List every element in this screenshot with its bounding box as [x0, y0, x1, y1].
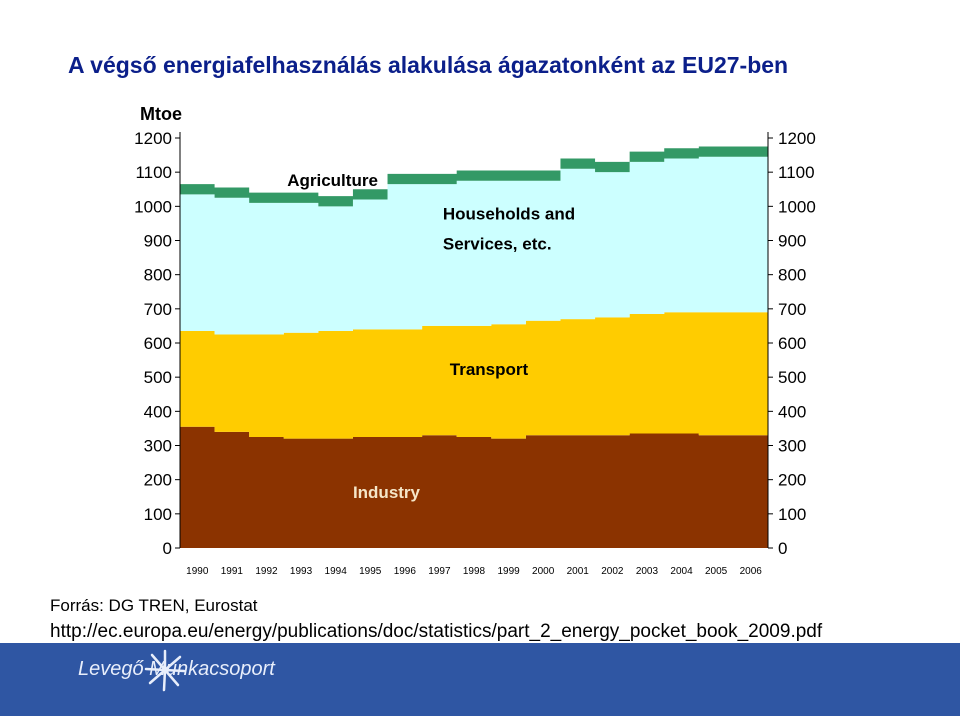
right-tick-label: 400	[778, 402, 806, 421]
x-tick-label: 2004	[670, 566, 693, 577]
x-tick-label: 1998	[463, 566, 486, 577]
x-tick-label: 2000	[532, 566, 555, 577]
x-tick-label: 2001	[567, 566, 590, 577]
right-tick-label: 0	[778, 539, 787, 558]
left-tick-label: 800	[144, 266, 172, 285]
left-tick-label: 1100	[135, 163, 172, 182]
x-tick-label: 1997	[428, 566, 451, 577]
right-tick-label: 900	[778, 232, 806, 251]
right-tick-label: 300	[778, 437, 806, 456]
left-tick-label: 300	[144, 437, 172, 456]
x-tick-label: 1993	[290, 566, 313, 577]
right-tick-label: 200	[778, 471, 806, 490]
x-tick-label: 1995	[359, 566, 382, 577]
x-tick-label: 1990	[186, 566, 209, 577]
x-axis: 1990 1991 1992 1993 1994 1995 1996 1997 1998 1999…	[186, 566, 762, 577]
area-industry	[180, 426, 768, 548]
footer-bar	[0, 643, 960, 716]
right-tick-label: 700	[778, 300, 806, 319]
star-burst-icon	[144, 649, 186, 692]
area-households-and-services-etc	[180, 156, 768, 335]
x-tick-label: 1996	[394, 566, 417, 577]
x-tick-label: 2006	[740, 566, 763, 577]
x-tick-label: 2003	[636, 566, 659, 577]
x-tick-label: 2002	[601, 566, 624, 577]
slide-title: A végső energiafelhasználás alakulása ág…	[68, 52, 789, 78]
left-tick-label: 1200	[134, 129, 172, 148]
area-layers	[180, 146, 768, 548]
right-tick-label: 100	[778, 505, 806, 524]
x-tick-label: 2005	[705, 566, 728, 577]
left-tick-label: 600	[144, 334, 172, 353]
left-tick-label: 100	[144, 505, 172, 524]
right-tick-label: 600	[778, 334, 806, 353]
left-tick-label: 400	[144, 402, 172, 421]
left-tick-label: 200	[144, 471, 172, 490]
area-transport	[180, 312, 768, 439]
left-tick-label: 700	[144, 300, 172, 319]
right-tick-label: 500	[778, 368, 806, 387]
x-tick-label: 1992	[255, 566, 278, 577]
left-tick-label: 500	[144, 368, 172, 387]
left-tick-label: 1000	[134, 197, 172, 216]
left-tick-label: 0	[163, 539, 172, 558]
series-label: Households and Services, etc.	[443, 205, 575, 254]
right-tick-label: 1100	[778, 163, 815, 182]
stacked-area-chart: 0100200300400500600700800900100011001200…	[134, 104, 816, 577]
series-label: Transport	[450, 360, 529, 379]
right-y-axis: 0 100 200 300 400 500 600 700 800 900 1000 1100 1200	[767, 129, 816, 558]
y-axis-label: Mtoe	[140, 104, 182, 124]
right-tick-label: 1000	[778, 197, 816, 216]
series-label: Industry	[353, 483, 421, 502]
series-labels: Industry Transport Households and Services,…	[287, 171, 575, 502]
x-tick-label: 1991	[221, 566, 244, 577]
left-y-axis: 0 100 200 300 400 500 600 700 800 900 1000 1100 1200	[134, 129, 181, 558]
chart-area: 0 100 200 300 400 500 600 700 800 900 1000 1100 1200…	[128, 96, 824, 592]
right-tick-label: 800	[778, 266, 806, 285]
right-tick-label: 1200	[778, 129, 816, 148]
series-label: Agriculture	[287, 171, 378, 190]
source-text: Forrás: DG TREN, Eurostat	[50, 596, 258, 615]
source-url[interactable]: http://ec.europa.eu/energy/publications/…	[50, 621, 823, 642]
area-agriculture	[180, 146, 768, 207]
logo-text: Levegő Munkacsoport	[78, 658, 275, 680]
x-tick-label: 1994	[325, 566, 348, 577]
x-tick-label: 1999	[497, 566, 520, 577]
left-tick-label: 900	[144, 232, 172, 251]
